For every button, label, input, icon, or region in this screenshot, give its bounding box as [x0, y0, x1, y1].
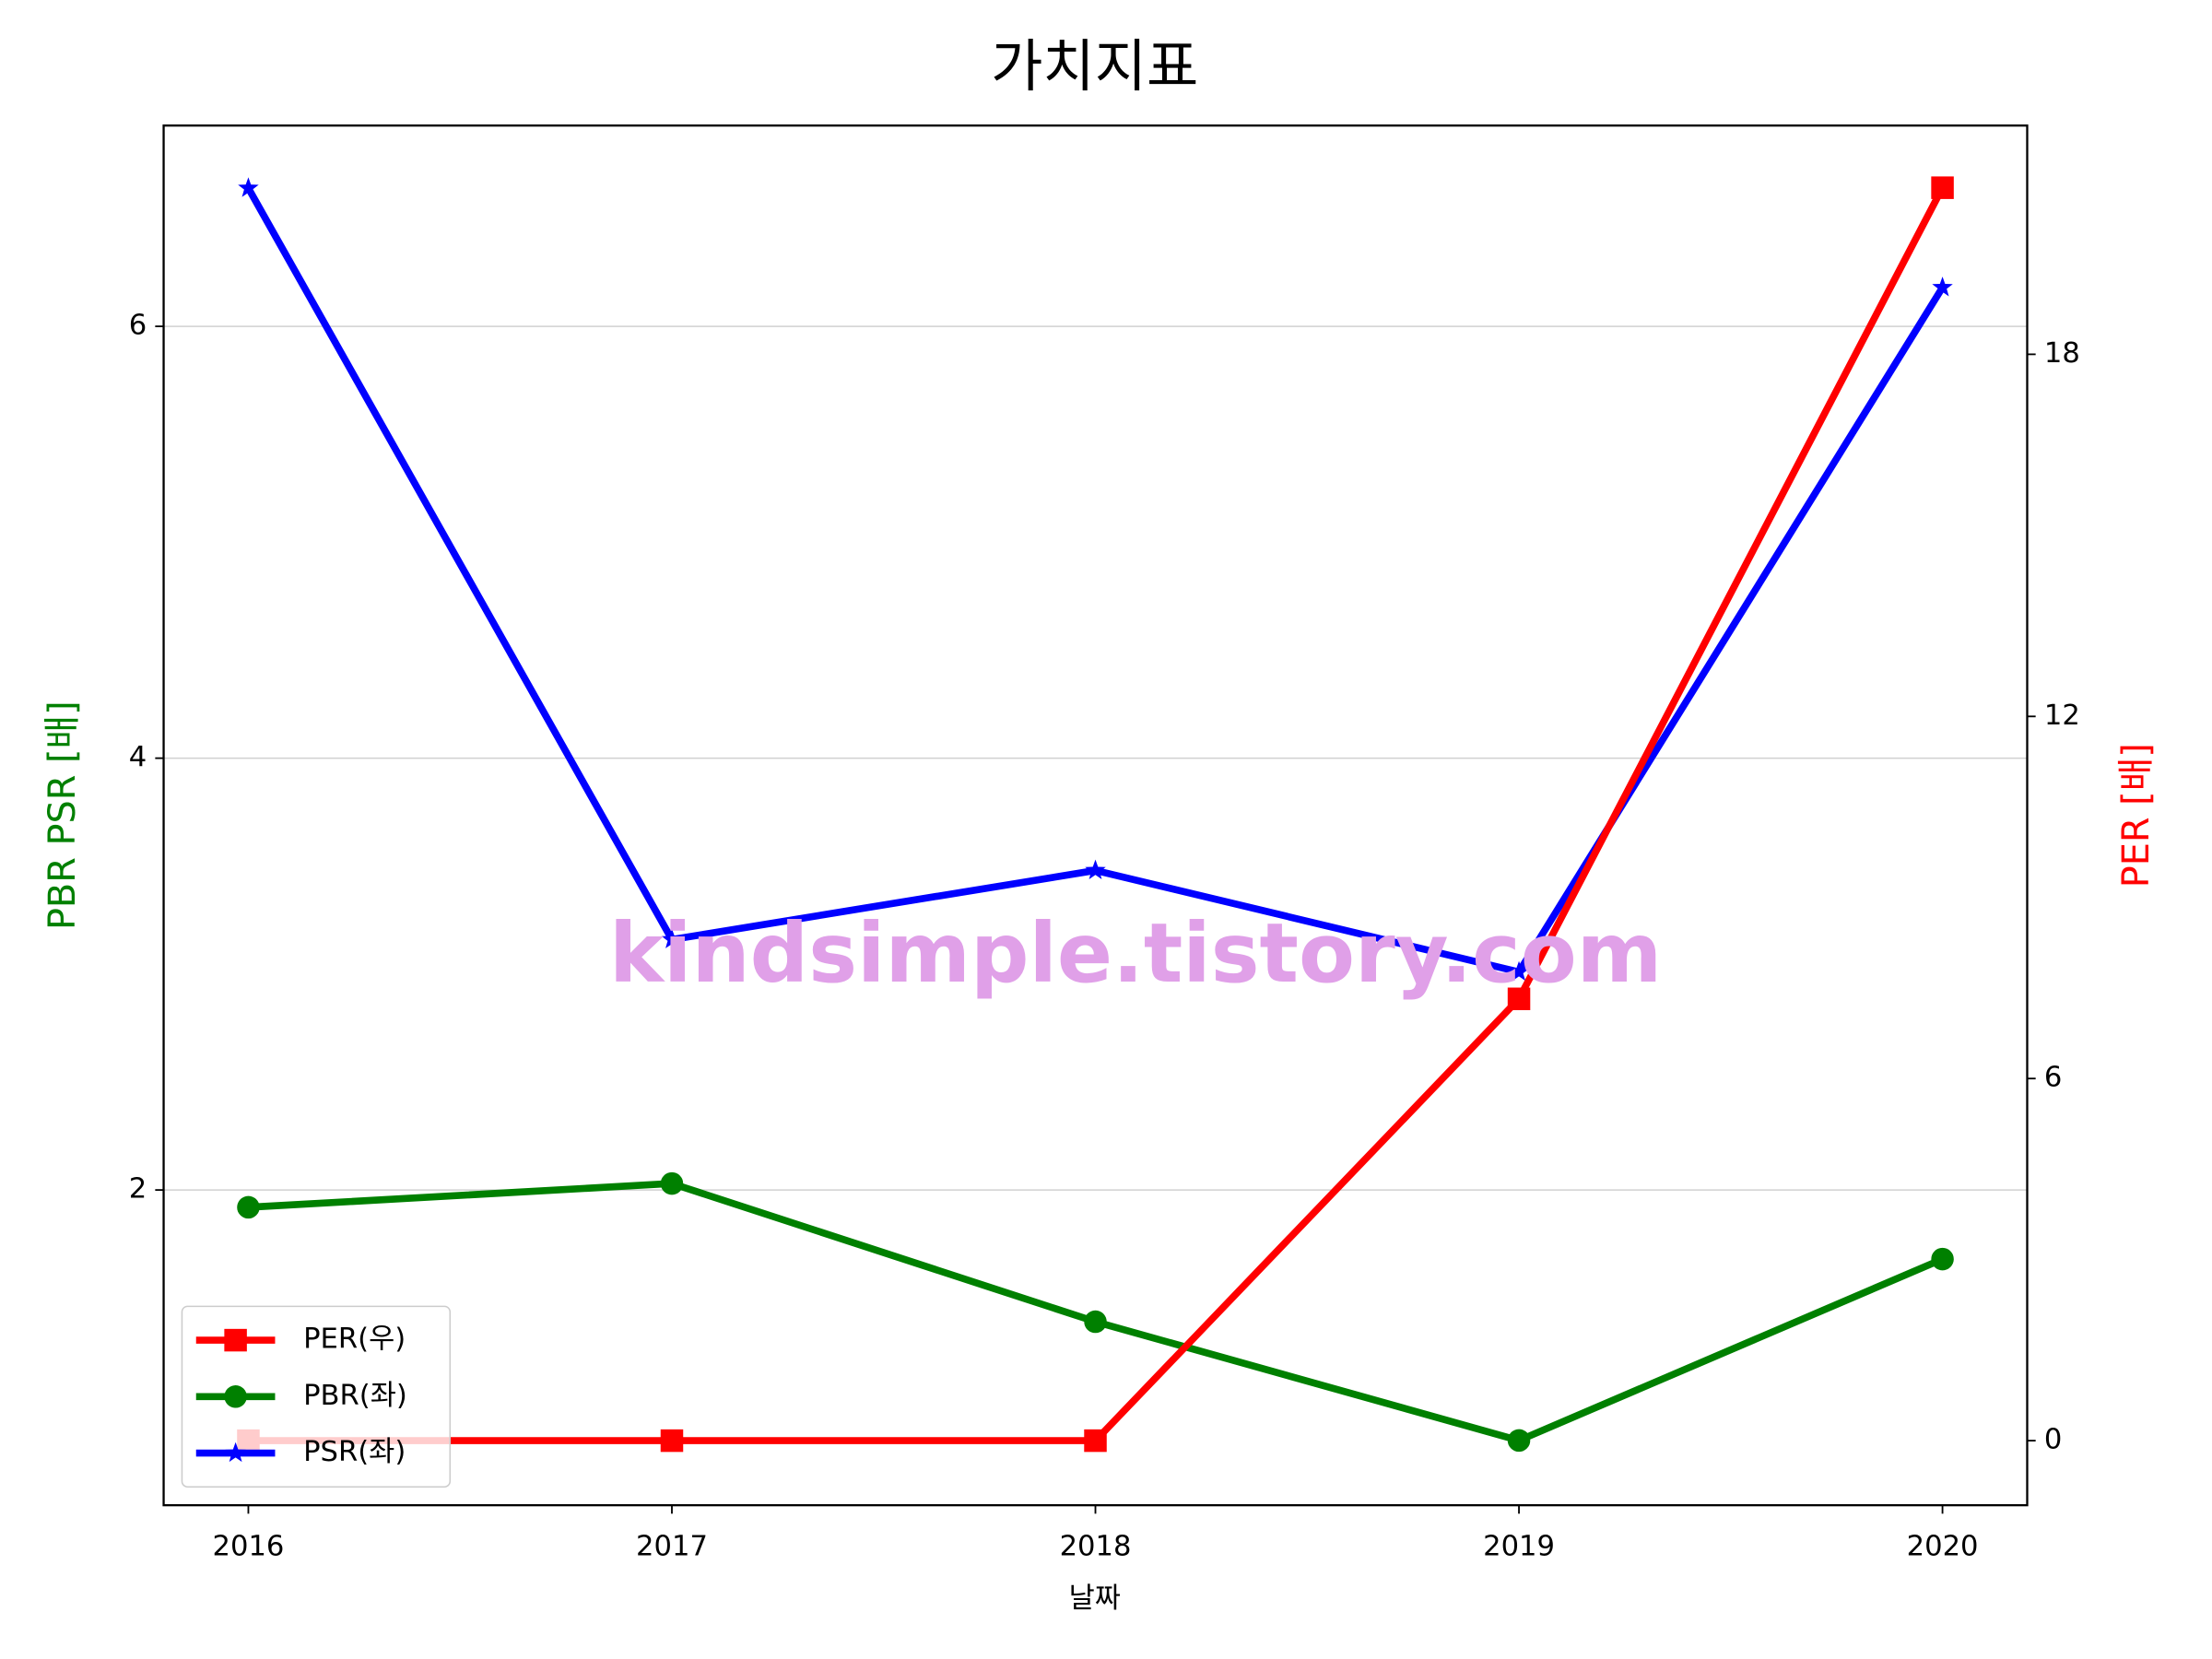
x-tick-label: 2018	[1060, 1531, 1132, 1563]
legend-label: PER(우)	[303, 1324, 406, 1356]
marker	[1931, 176, 1954, 199]
y2-tick-label: 6	[2044, 1062, 2062, 1094]
x-tick-label: 2017	[636, 1531, 708, 1563]
y-tick-label: 6	[129, 310, 147, 342]
marker	[225, 1441, 246, 1463]
marker	[660, 1429, 684, 1453]
marker	[1932, 276, 1953, 297]
marker	[1508, 960, 1530, 982]
y2-tick-label: 18	[2044, 337, 2080, 370]
legend-box	[181, 1305, 452, 1488]
series-line	[245, 186, 1946, 976]
marker	[660, 1171, 684, 1195]
plot-frame	[162, 124, 2029, 1507]
marker	[1084, 1429, 1107, 1453]
y2-axis-label: PER [배]	[2115, 743, 2158, 888]
y2-tick-label: 0	[2044, 1424, 2062, 1456]
legend-label: PSR(좌)	[303, 1436, 406, 1468]
marker	[661, 928, 683, 948]
y-axis-label: PBR PSR [배]	[41, 700, 84, 930]
marker	[224, 1328, 247, 1352]
legend-label: PBR(좌)	[303, 1380, 407, 1412]
y-tick-label: 4	[129, 741, 147, 773]
marker	[237, 1195, 260, 1219]
marker	[1507, 1429, 1531, 1453]
marker	[1507, 987, 1531, 1011]
watermark: kindsimple.tistory.com	[609, 906, 1662, 1001]
marker	[1931, 1247, 1954, 1271]
series-line	[248, 185, 1946, 1444]
marker	[238, 177, 259, 197]
marker	[1084, 1310, 1107, 1334]
x-tick-label: 2016	[213, 1531, 285, 1563]
x-axis-label: 날짜	[1069, 1583, 1121, 1615]
marker	[1085, 859, 1106, 879]
y2-tick-label: 12	[2044, 700, 2080, 732]
legend: PER(우) PBR(좌) PSR(좌)	[181, 1305, 452, 1488]
chart-title: 가치지표	[991, 34, 1198, 100]
marker	[224, 1385, 247, 1408]
x-tick-label: 2020	[1907, 1531, 1979, 1563]
x-tick-label: 2019	[1483, 1531, 1555, 1563]
y-tick-label: 2	[129, 1173, 147, 1206]
